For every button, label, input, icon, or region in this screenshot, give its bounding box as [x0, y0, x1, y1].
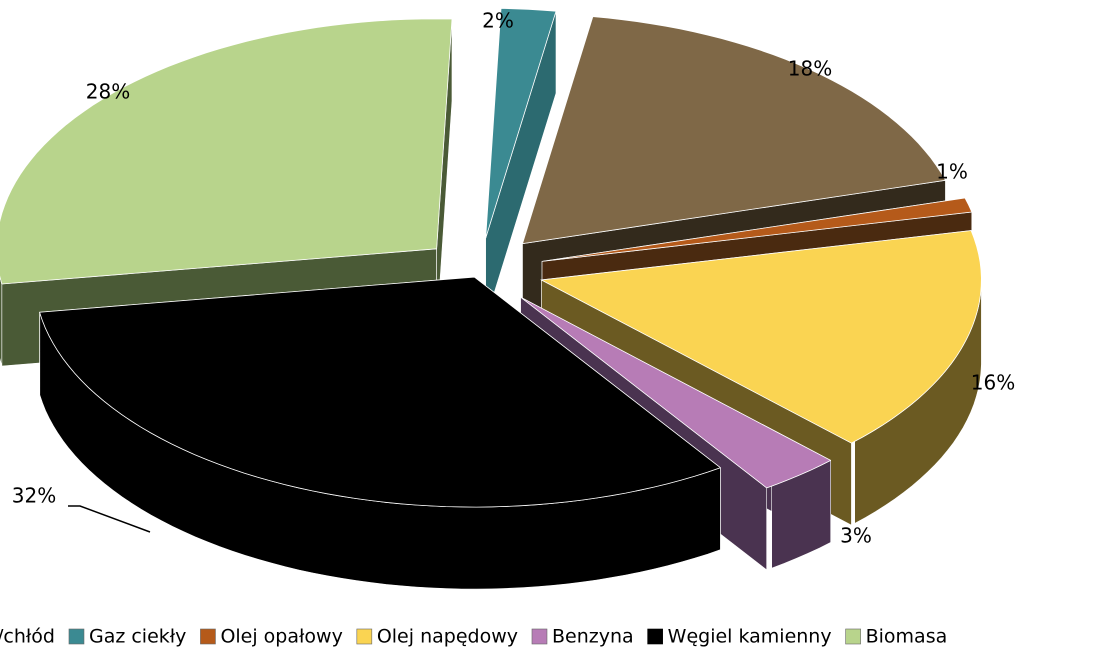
- pie-slice-top-olej-napedowy: [540, 230, 982, 444]
- pie-slice-top-wegiel-kamienny: [39, 276, 721, 508]
- data-label-gaz-ciekly: 2%: [482, 9, 514, 33]
- data-label-biomasa: 28%: [86, 80, 130, 104]
- legend-label-chlod: /chłód: [0, 626, 55, 648]
- legend-swatch-biomasa: [845, 628, 861, 645]
- pie-slice-wegiel-kamienny: [39, 276, 721, 590]
- pie-slice-top-biomasa: [0, 18, 453, 285]
- legend-label-olej-opalowy: Olej opałowy: [220, 626, 342, 648]
- leader-line-wegiel-kamienny: [68, 505, 151, 533]
- pie-slice-top-gaz-ciekly: [485, 7, 557, 239]
- legend-label-gaz-ciekly: Gaz ciekły: [89, 626, 186, 648]
- legend-label-biomasa: Biomasa: [866, 626, 948, 648]
- pie-slice-gaz-ciekly: [485, 7, 557, 321]
- data-label-benzyna: 3%: [840, 524, 872, 548]
- data-label-series-1: 18%: [788, 57, 832, 81]
- legend-swatch-olej-opalowy: [200, 628, 216, 645]
- pie-slice-top-benzyna: [520, 296, 831, 489]
- pie-slice-wall-biomasa: [0, 276, 3, 367]
- data-label-olej-napedowy: 16%: [971, 371, 1015, 395]
- legend-swatch-wegiel-kamienny: [647, 628, 663, 645]
- legend-label-olej-napedowy: Olej napędowy: [377, 626, 518, 648]
- legend-swatch-gaz-ciekly: [68, 628, 85, 645]
- data-label-olej-opalowy: 1%: [936, 160, 968, 184]
- legend-swatch-olej-napedowy: [356, 628, 373, 645]
- chart-legend: /chłód Gaz ciekły Olej opałowy Olej napędow…: [0, 626, 947, 648]
- data-label-wegiel-kamienny: 32%: [12, 484, 56, 508]
- legend-label-wegiel-kamienny: Węgiel kamienny: [668, 626, 832, 648]
- legend-label-benzyna: Benzyna: [552, 626, 634, 648]
- pie-slice-top-olej-opalowy: [541, 197, 973, 262]
- legend-swatch-benzyna: [531, 628, 548, 645]
- pie-slice-top-series-1: [521, 16, 947, 245]
